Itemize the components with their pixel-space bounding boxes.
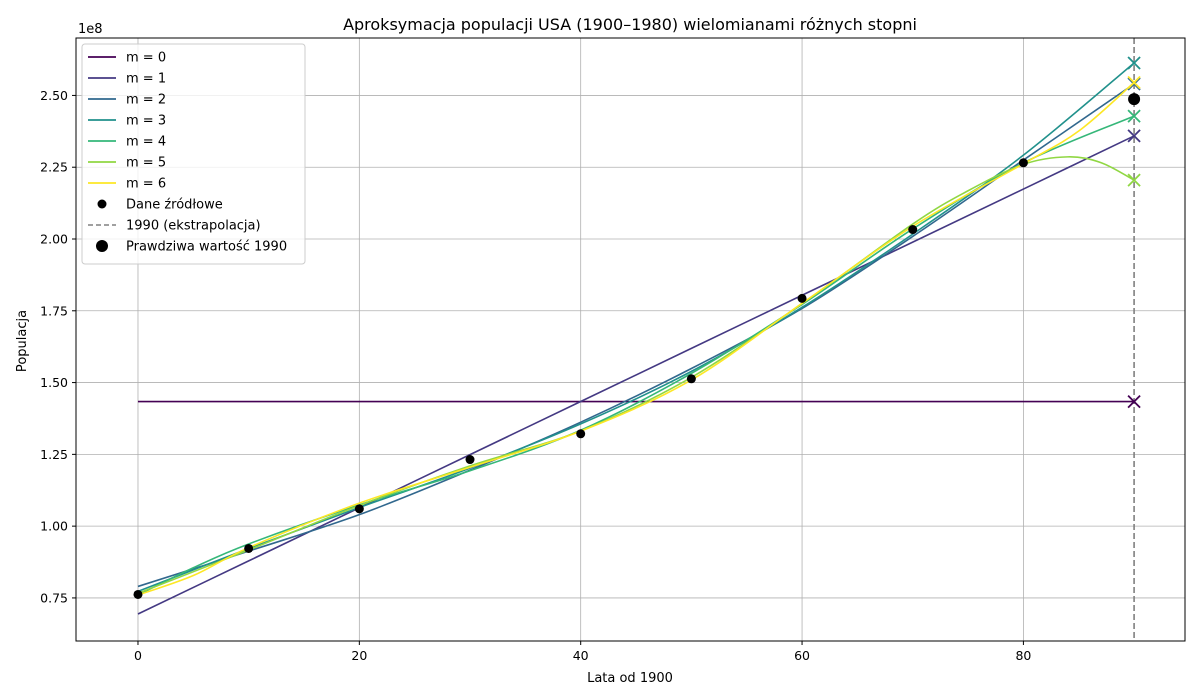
extrapolation-marker-m1 (1127, 129, 1141, 143)
legend-swatch-source-data (97, 199, 107, 209)
legend-label-source-data: Dane źródłowe (126, 198, 223, 213)
legend-label-m3: m = 3 (126, 114, 166, 129)
x-axis-label: Lata od 1900 (587, 671, 673, 686)
legend-label-m1: m = 1 (126, 72, 166, 87)
data-point (133, 589, 143, 599)
y-tick-label: 2.25 (40, 160, 68, 175)
marker-stroke (1127, 56, 1141, 70)
series-line-m1 (137, 135, 1135, 615)
legend-label-m0: m = 0 (126, 51, 166, 66)
extrapolation-marker-m3 (1127, 56, 1141, 70)
marker-stroke (1127, 75, 1141, 90)
data-point (797, 293, 807, 303)
legend-label-extrapolation: 1990 (ekstrapolacja) (126, 219, 261, 234)
extrapolation-marker-m2 (1127, 77, 1141, 91)
y-scale-label: 1e8 (78, 22, 103, 37)
legend-box (81, 43, 306, 265)
extrapolation-marker-m4 (1127, 109, 1141, 123)
y-tick-label: 2.50 (40, 88, 68, 103)
extrapolation-marker-m0 (1127, 394, 1141, 409)
legend-label-m4: m = 4 (126, 135, 166, 150)
legend-label-m2: m = 2 (126, 93, 166, 108)
series-line-m2 (137, 83, 1135, 588)
x-tick-label: 80 (1015, 648, 1031, 663)
y-axis-label: Populacja (15, 310, 30, 372)
markers (133, 56, 1141, 599)
x-tick-label: 20 (351, 648, 367, 663)
legend-swatch-true-value (96, 240, 108, 252)
y-tick-label: 1.25 (40, 447, 68, 462)
extrapolation-marker-m6 (1127, 75, 1141, 90)
data-point (686, 374, 696, 384)
extrapolation-marker-m5 (1127, 173, 1141, 187)
y-tick-label: 1.75 (40, 303, 68, 318)
data-point (1018, 158, 1028, 168)
axes-frame (75, 37, 1186, 642)
y-tick-label: 1.00 (40, 519, 68, 534)
true-value-point (1128, 93, 1141, 106)
data-point (244, 543, 254, 553)
marker-stroke (1127, 173, 1141, 187)
x-tick-label: 40 (573, 648, 589, 663)
legend-label-m5: m = 5 (126, 156, 166, 171)
y-tick-label: 0.75 (40, 590, 68, 605)
y-tick-label: 2.00 (40, 232, 68, 247)
y-tick-label: 1.50 (40, 375, 68, 390)
legend-label-true-value: Prawdziwa wartość 1990 (126, 240, 287, 255)
x-tick-label: 0 (134, 648, 142, 663)
axes (75, 37, 1186, 642)
data-point (908, 225, 918, 235)
marker-stroke (1127, 129, 1141, 143)
ticks: 0 20 40 60 80 0.75 1.00 1.25 1.50 1.75 2.00 2.25 2.5… (40, 88, 1031, 663)
legend: m = 0 m = 1 m = 2 m = 3 m = 4 m = 5 m = 6 Dane … (81, 43, 306, 265)
marker-stroke (1127, 77, 1141, 91)
marker-stroke (1127, 109, 1141, 123)
data-point (576, 429, 586, 439)
chart-title: Aproksymacja populacji USA (1900–1980) w… (343, 15, 917, 34)
data-point (354, 504, 364, 514)
marker-stroke (1127, 394, 1141, 409)
series-line-m5 (137, 156, 1135, 595)
x-tick-label: 60 (794, 648, 810, 663)
legend-label-m6: m = 6 (126, 177, 166, 192)
data-point (465, 455, 475, 465)
